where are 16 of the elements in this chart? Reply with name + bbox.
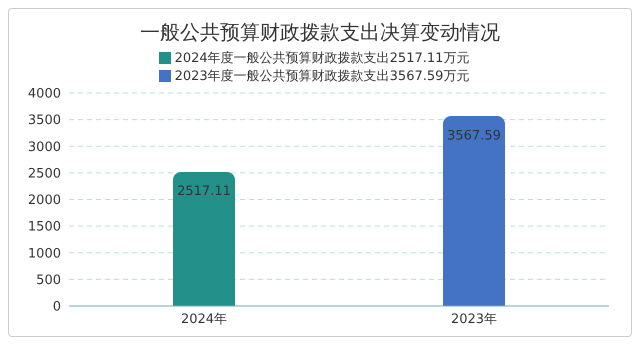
y-tick-label: 4000	[28, 86, 61, 102]
y-tick-label: 500	[36, 272, 61, 288]
chart-title: 一般公共预算财政拨款支出决算变动情况	[139, 19, 501, 46]
data-label: 3567.59	[447, 128, 501, 144]
y-tick-label: 1000	[28, 246, 61, 262]
data-label: 2517.11	[177, 184, 231, 200]
x-tick-label: 2023年	[450, 312, 498, 328]
y-tick-label: 3000	[28, 140, 61, 155]
y-tick-label: 3500	[28, 113, 61, 128]
legend-label: 2024年度一般公共预算财政拨款支出2517.11万元	[174, 51, 470, 66]
y-tick-label: 0	[52, 300, 61, 315]
y-tick-label: 2500	[28, 166, 61, 182]
y-tick-label: 1500	[28, 220, 61, 235]
x-tick-label: 2024年	[180, 312, 228, 328]
legend-label: 2023年度一般公共预算财政拨款支出3567.59万元	[174, 69, 470, 84]
y-tick-label: 2000	[28, 193, 61, 208]
